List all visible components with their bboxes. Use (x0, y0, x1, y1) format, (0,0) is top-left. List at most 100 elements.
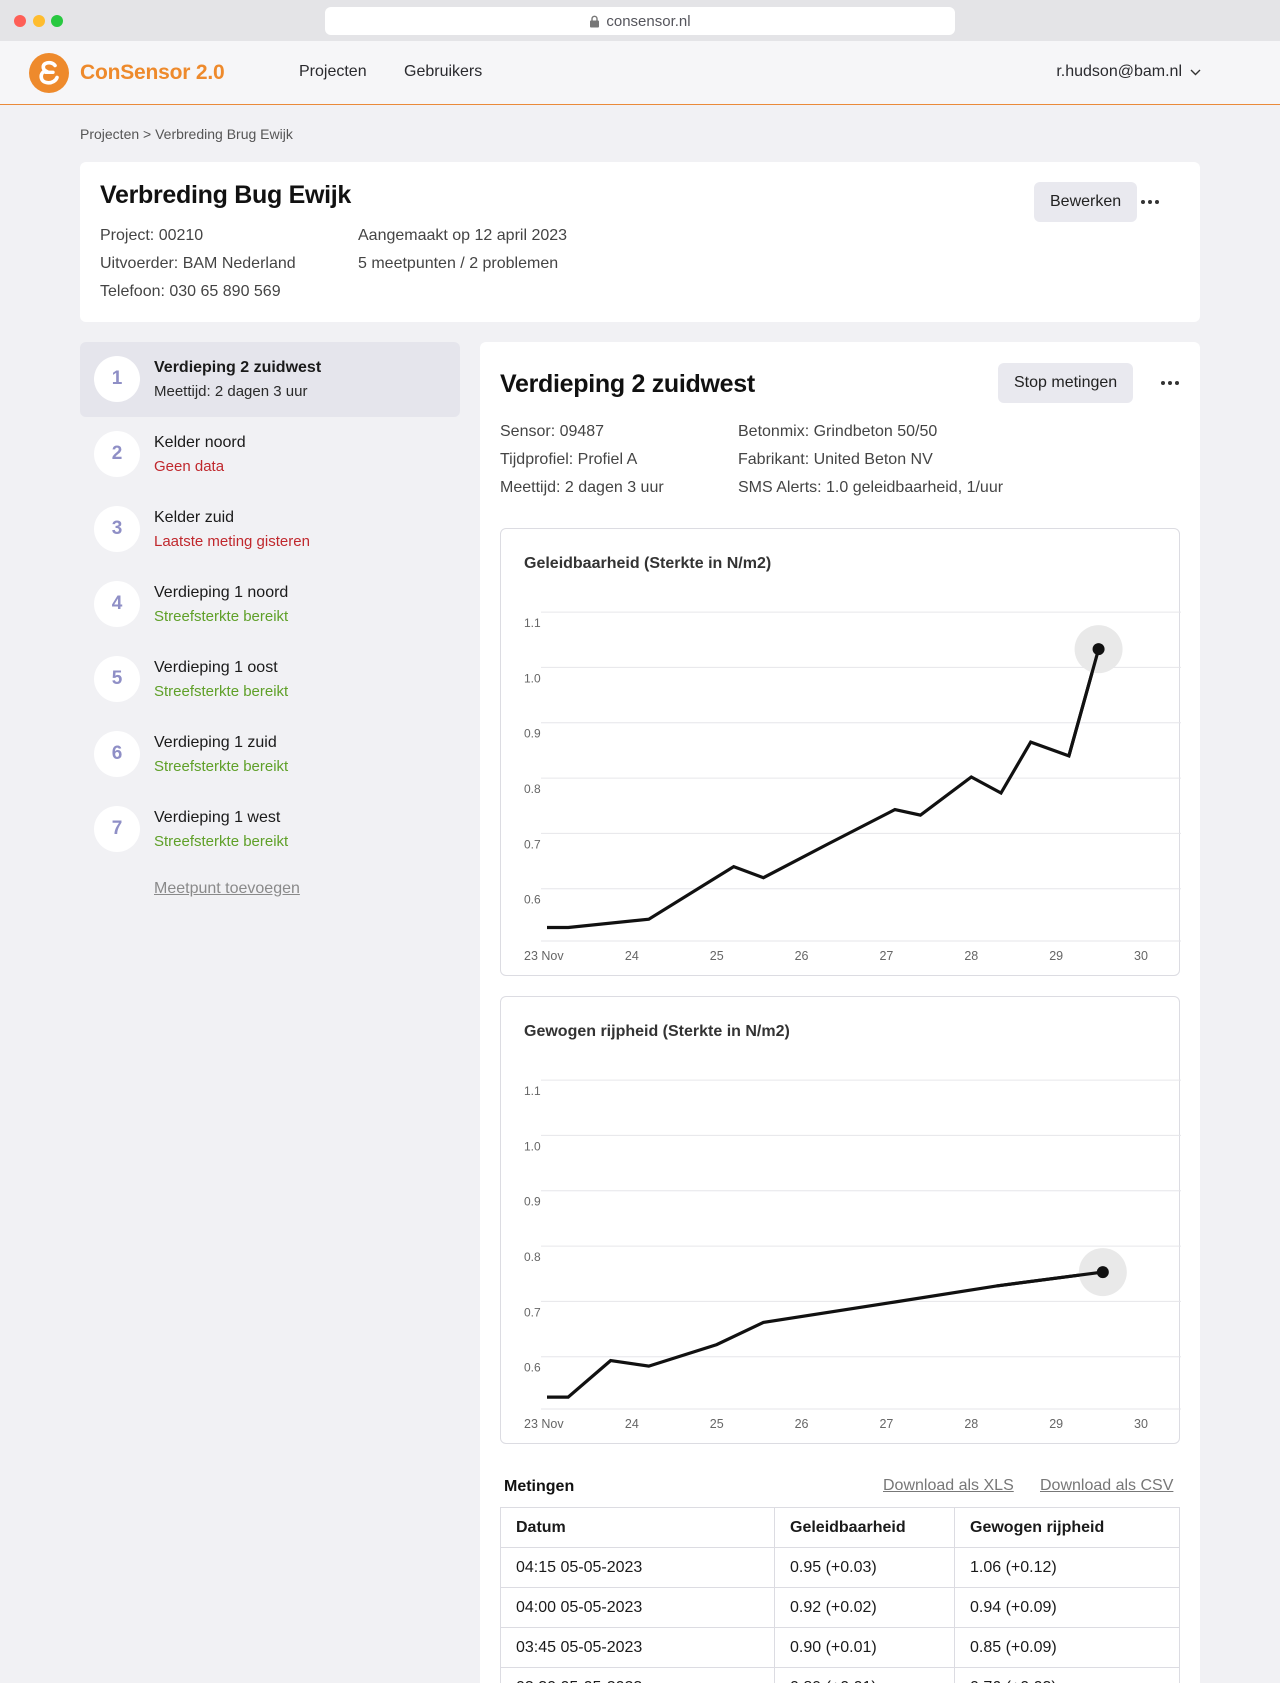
table-row: 03:45 05-05-2023 0.90 (+0.01) 0.85 (+0.09) (500, 1627, 1180, 1668)
conductivity-chart-plot: 1.1 1.0 0.9 0.8 0.7 0.6 23 Nov 24 25 26 27 28 29 30 (524, 611, 1181, 963)
measurements-heading: Metingen (504, 1478, 575, 1495)
latest-data-point[interactable] (1092, 643, 1105, 656)
chevron-down-icon (1190, 69, 1201, 75)
measurement-point-item[interactable]: 6 Verdieping 1 zuid Streefsterkte bereikt (80, 717, 460, 792)
table-cell: 0.76 (+0.03) (954, 1667, 1180, 1683)
user-email: r.hudson@bam.nl (1056, 63, 1182, 80)
nav-gebruikers[interactable]: Gebruikers (404, 63, 483, 80)
measurement-point-status: Streefsterkte bereikt (154, 608, 289, 625)
y-tick-label: 0.7 (524, 1305, 541, 1319)
maturity-chart: Gewogen rijpheid (Sterkte in N/m2) 1.1 1.… (500, 996, 1181, 1444)
concrete-mix: Betonmix: Grindbeton 50/50 (738, 423, 938, 440)
measurement-detail-panel: Verdieping 2 zuidwest Stop metingen Sens… (480, 342, 1200, 1683)
time-profile: Tijdprofiel: Profiel A (500, 451, 638, 468)
measurement-point-list: 1 Verdieping 2 zuidwest Meettijd: 2 dagen … (80, 342, 460, 867)
address-bar[interactable]: consensor.nl (325, 7, 955, 35)
series-line (547, 648, 1101, 930)
minimize-window-button[interactable] (33, 15, 45, 27)
breadcrumb[interactable]: Projecten > Verbreding Brug Ewijk (80, 126, 293, 142)
user-menu[interactable]: r.hudson@bam.nl (1056, 63, 1201, 81)
measurement-point-name: Kelder zuid (154, 509, 235, 526)
project-phone: Telefoon: 030 65 890 569 (100, 283, 281, 300)
download-xls-link[interactable]: Download als XLS (883, 1477, 1014, 1494)
measurement-point-number: 1 (94, 356, 140, 402)
chart-title: Gewogen rijpheid (Sterkte in N/m2) (524, 1023, 790, 1040)
app-header: ConSensor 2.0 Projecten Gebruikers r.hud… (0, 41, 1280, 105)
x-tick-label: 30 (1134, 1417, 1148, 1431)
measurement-point-name: Verdieping 1 zuid (154, 734, 277, 751)
x-tick-label: 26 (795, 949, 809, 963)
download-csv-link[interactable]: Download als CSV (1040, 1477, 1174, 1494)
project-summary: 5 meetpunten / 2 problemen (358, 255, 559, 272)
y-tick-label: 1.0 (524, 671, 541, 685)
x-tick-label: 25 (710, 949, 724, 963)
sensor-meta-left: Sensor: 09487 Tijdprofiel: Profiel A Mee… (500, 418, 664, 502)
y-tick-label: 1.1 (524, 616, 541, 630)
measurement-point-name: Kelder noord (154, 434, 246, 451)
latest-data-point[interactable] (1096, 1266, 1109, 1279)
project-number: Project: 00210 (100, 227, 204, 244)
nav-projecten[interactable]: Projecten (299, 63, 367, 80)
measurement-point-item[interactable]: 2 Kelder noord Geen data (80, 417, 460, 492)
sensor-id: Sensor: 09487 (500, 423, 605, 440)
close-window-button[interactable] (14, 15, 26, 27)
stop-measurements-button[interactable]: Stop metingen (998, 363, 1134, 403)
column-header[interactable]: Geleidbaarheid (774, 1507, 955, 1548)
y-tick-label: 0.8 (524, 782, 541, 796)
app-name[interactable]: ConSensor 2.0 (80, 61, 225, 84)
measurement-point-item[interactable]: 4 Verdieping 1 noord Streefsterkte bereikt (80, 567, 460, 642)
measurement-point-number: 3 (94, 506, 140, 552)
y-tick-label: 0.9 (524, 727, 541, 741)
measurement-point-status: Geen data (154, 458, 225, 475)
conductivity-chart: Geleidbaarheid (Sterkte in N/m2) 1.1 1.0 0… (500, 528, 1181, 976)
measurement-point-number: 5 (94, 656, 140, 702)
table-cell: 04:15 05-05-2023 (500, 1547, 775, 1588)
measurement-point-name: Verdieping 1 noord (154, 584, 289, 601)
x-tick-label: 27 (879, 949, 893, 963)
measurement-point-item[interactable]: 3 Kelder zuid Laatste meting gisteren (80, 492, 460, 567)
table-cell: 0.90 (+0.01) (774, 1627, 955, 1668)
measurement-point-item[interactable]: 5 Verdieping 1 oost Streefsterkte bereikt (80, 642, 460, 717)
table-cell: 03:45 05-05-2023 (500, 1627, 775, 1668)
measurement-point-name: Verdieping 1 oost (154, 659, 278, 676)
measurement-point-number: 4 (94, 581, 140, 627)
series-segment (996, 1270, 1104, 1288)
detail-title: Verdieping 2 zuidwest (500, 370, 755, 398)
more-options-icon[interactable] (1136, 188, 1164, 216)
x-tick-label: 29 (1049, 1417, 1063, 1431)
project-contractor: Uitvoerder: BAM Nederland (100, 255, 296, 272)
series-segment (1067, 648, 1101, 757)
project-meta-right: Aangemaakt op 12 april 2023 5 meetpunten… (358, 222, 567, 278)
measurement-point-status: Streefsterkte bereikt (154, 683, 289, 700)
logo-icon[interactable] (29, 53, 69, 93)
y-tick-label: 0.8 (524, 1250, 541, 1264)
add-measurement-point-link[interactable]: Meetpunt toevoegen (154, 880, 300, 897)
x-tick-label: 25 (710, 1417, 724, 1431)
x-tick-label: 26 (795, 1417, 809, 1431)
measurement-point-number: 7 (94, 806, 140, 852)
series-line (547, 1270, 1104, 1399)
table-cell: 04:00 05-05-2023 (500, 1587, 775, 1628)
maximize-window-button[interactable] (51, 15, 63, 27)
table-cell: 0.95 (+0.03) (774, 1547, 955, 1588)
y-tick-label: 0.7 (524, 837, 541, 851)
url-text: consensor.nl (606, 12, 691, 30)
edit-project-button[interactable]: Bewerken (1034, 182, 1138, 222)
x-tick-label: 28 (964, 1417, 978, 1431)
measurement-point-number: 6 (94, 731, 140, 777)
lock-icon (590, 15, 600, 27)
measurement-point-status: Streefsterkte bereikt (154, 758, 289, 775)
table-cell: 0.89 (+0.01) (774, 1667, 955, 1683)
browser-chrome: consensor.nl (0, 0, 1280, 41)
detail-more-options-icon[interactable] (1156, 369, 1184, 397)
project-title: Verbreding Bug Ewijk (100, 181, 351, 209)
project-created: Aangemaakt op 12 april 2023 (358, 227, 568, 244)
column-header[interactable]: Datum (500, 1507, 775, 1548)
table-cell: 0.92 (+0.02) (774, 1587, 955, 1628)
table-row: 04:00 05-05-2023 0.92 (+0.02) 0.94 (+0.09) (500, 1587, 1180, 1628)
measurement-point-item[interactable]: 7 Verdieping 1 west Streefsterkte bereikt (80, 792, 460, 867)
y-tick-label: 0.6 (524, 893, 541, 907)
column-header[interactable]: Gewogen rijpheid (954, 1507, 1180, 1548)
measurement-point-item[interactable]: 1 Verdieping 2 zuidwest Meettijd: 2 dagen … (80, 342, 460, 417)
x-tick-label: 28 (964, 949, 978, 963)
